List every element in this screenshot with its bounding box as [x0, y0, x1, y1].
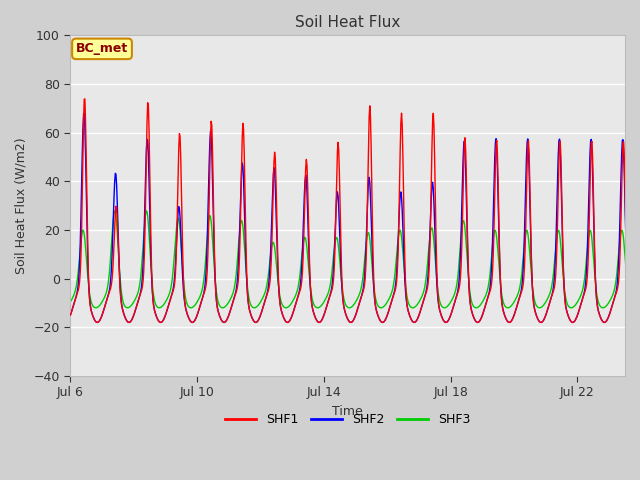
X-axis label: Time: Time: [332, 405, 363, 418]
Legend: SHF1, SHF2, SHF3: SHF1, SHF2, SHF3: [220, 408, 476, 431]
Text: BC_met: BC_met: [76, 42, 128, 55]
Title: Soil Heat Flux: Soil Heat Flux: [295, 15, 401, 30]
Y-axis label: Soil Heat Flux (W/m2): Soil Heat Flux (W/m2): [15, 137, 28, 274]
